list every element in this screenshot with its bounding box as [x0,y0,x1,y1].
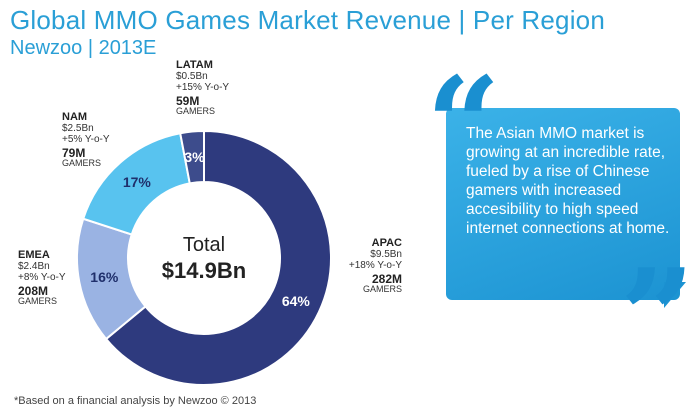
region-gamers: 59M [176,94,200,108]
region-name: LATAM [176,59,213,71]
close-quote-icon: ” [620,240,694,393]
slice-label-latam: 3% [184,149,205,165]
region-gamers-unit: GAMERS [62,158,102,168]
region-gamers-unit: GAMERS [176,106,216,116]
region-revenue: $9.5Bn [370,249,402,260]
region-gamers-unit: GAMERS [362,284,402,294]
region-gamers: 282M [371,272,402,286]
region-latam: LATAM $0.5Bn +15% Y-o-Y 59M GAMERS [176,60,229,116]
region-gamers: 208M [18,284,49,298]
callout-text: The Asian MMO market is growing at an in… [466,125,670,237]
region-growth: +5% Y-o-Y [62,134,110,145]
region-name: EMEA [18,249,50,261]
slice-label-apac: 64% [282,293,311,309]
region-gamers-unit: GAMERS [18,296,58,306]
open-quote-icon: “ [426,48,501,201]
region-nam: NAM $2.5Bn +5% Y-o-Y 79M GAMERS [62,112,110,168]
chart-subtitle: Newzoo | 2013E [10,37,157,59]
region-growth: +15% Y-o-Y [176,82,230,93]
total-label: Total [182,234,226,256]
chart-title: Global MMO Games Market Revenue | Per Re… [10,5,606,35]
slice-apac [104,129,332,386]
region-name: NAM [62,111,88,123]
region-emea: EMEA $2.4Bn +8% Y-o-Y 208M GAMERS [18,250,66,306]
slice-label-nam: 17% [123,174,152,190]
slice-latam [179,129,205,185]
region-growth: +18% Y-o-Y [348,260,402,271]
region-revenue: $2.4Bn [18,261,50,272]
region-revenue: $2.5Bn [62,123,94,134]
total-value: $14.9Bn [161,258,247,283]
slice-label-emea: 16% [90,269,119,285]
region-revenue: $0.5Bn [176,71,208,82]
region-gamers: 79M [62,146,86,160]
footnote: *Based on a financial analysis by Newzoo… [14,395,257,407]
callout-bubble [446,108,680,300]
callout-bubble-tail [664,282,686,308]
region-growth: +8% Y-o-Y [18,272,66,283]
region-name: APAC [371,237,402,249]
region-apac: APAC $9.5Bn +18% Y-o-Y 282M GAMERS [336,238,402,294]
